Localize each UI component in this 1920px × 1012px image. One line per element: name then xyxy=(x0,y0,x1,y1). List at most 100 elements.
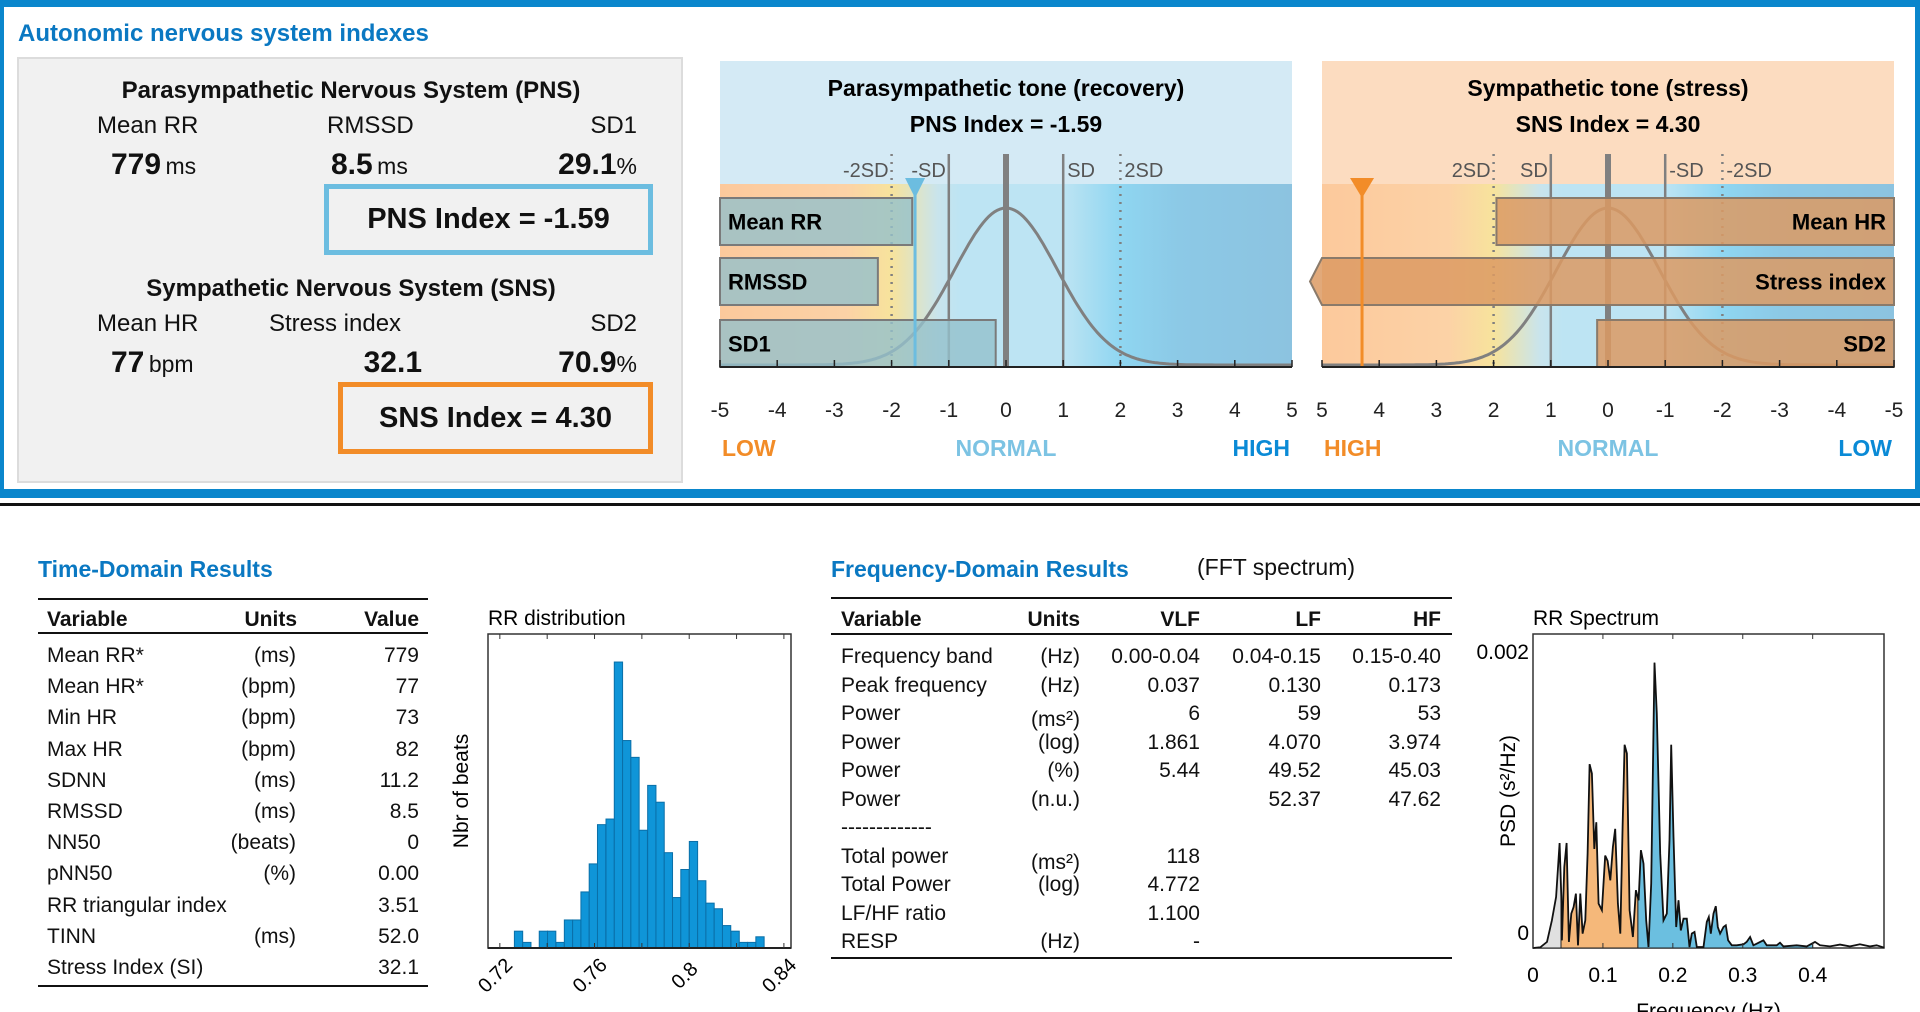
bar-label: SD1 xyxy=(728,332,771,357)
ans-section-title: Autonomic nervous system indexes xyxy=(18,20,429,47)
histogram-bar xyxy=(622,740,632,949)
axis-tick-label: 5 xyxy=(1286,399,1298,422)
axis-tick-label: -2 xyxy=(882,399,901,422)
freq-row-units: (Hz) xyxy=(1040,930,1080,953)
bar-label: RMSSD xyxy=(728,270,807,295)
freq-row-units: (n.u.) xyxy=(1030,787,1080,811)
bar-shape xyxy=(719,257,879,306)
column-header-lf: LF xyxy=(1295,608,1321,631)
section-divider xyxy=(0,503,1920,506)
freq-row-variable: Power xyxy=(841,702,901,725)
freq-row-variable: Power xyxy=(841,759,901,782)
sd-label: -2SD xyxy=(843,160,889,182)
gauge-index-label: SNS Index = 4.30 xyxy=(1516,111,1701,137)
histogram-bar xyxy=(547,930,557,949)
time-row-units: (bpm) xyxy=(241,706,296,730)
gauge-bar-rmssd: RMSSD xyxy=(719,257,879,306)
freq-row-value-vlf: - xyxy=(1193,930,1200,953)
pns-value-mean-rr: 779 ms xyxy=(111,148,197,181)
freq-row-variable: Frequency band xyxy=(841,645,993,668)
histogram-bar xyxy=(655,801,665,949)
x-tick-label: 0.72 xyxy=(474,954,517,997)
sns-index-box: SNS Index = 4.30 xyxy=(338,382,653,454)
freq-row-value-lf: 49.52 xyxy=(1268,759,1321,782)
x-tick-label: 0.84 xyxy=(758,954,801,997)
time-row-variable: Mean HR* xyxy=(47,675,144,699)
histogram-bar xyxy=(721,925,732,949)
axis-tick-label: 2 xyxy=(1115,399,1127,422)
histogram-bar xyxy=(563,919,574,949)
time-row-units: (%) xyxy=(263,862,296,886)
time-row-value: 779 xyxy=(383,644,419,667)
freq-row-value-vlf: 1.861 xyxy=(1147,730,1200,754)
zone-label-low: LOW xyxy=(1838,435,1892,461)
sd-label: -SD xyxy=(1669,160,1703,182)
chart-title: RR Spectrum xyxy=(1533,607,1659,630)
histogram-bar xyxy=(605,818,615,949)
freq-row-variable: RESP xyxy=(841,930,899,953)
gauge-index-label: PNS Index = -1.59 xyxy=(910,111,1102,137)
freq-row-units: (log) xyxy=(1037,730,1080,754)
histogram-bar xyxy=(663,852,674,949)
freq-row-units: (Hz) xyxy=(1040,673,1080,697)
pns-index-box: PNS Index = -1.59 xyxy=(324,184,653,255)
freq-row-units: (Hz) xyxy=(1040,645,1080,668)
table-top-rule xyxy=(831,597,1452,599)
time-row-value: 0.00 xyxy=(378,862,419,886)
axis-tick-label: -1 xyxy=(939,399,958,422)
histogram-bar xyxy=(580,891,590,949)
axis-tick-label: 1 xyxy=(1545,399,1557,422)
column-header-vlf: VLF xyxy=(1160,608,1200,631)
freq-row-value-lf: 0.04-0.15 xyxy=(1232,645,1321,668)
pns-gauge-chart: Parasympathetic tone (recovery) PNS Index… xyxy=(711,61,1298,461)
gauge-bar-mean-hr: Mean HR xyxy=(1495,197,1896,246)
axis-tick-label: 4 xyxy=(1373,399,1385,422)
histogram-bar xyxy=(672,897,682,949)
time-row-variable: Max HR xyxy=(47,737,123,761)
axis-tick-label: -5 xyxy=(1885,399,1904,422)
gauge-bar-mean-rr: Mean RR xyxy=(719,197,914,246)
freq-row-value-lf: 59 xyxy=(1297,702,1321,725)
frame-bottom-bar xyxy=(0,489,1920,498)
index-marker-triangle xyxy=(1350,178,1375,198)
frequency-domain-title: Frequency-Domain Results xyxy=(831,556,1129,582)
freq-row-units: (ms²) xyxy=(1031,850,1080,874)
bar-shape xyxy=(1495,197,1896,246)
axis-tick-label: 0 xyxy=(1000,399,1012,422)
time-row-value: 32.1 xyxy=(378,956,419,979)
histogram-bar xyxy=(688,840,699,949)
table-top-rule xyxy=(38,598,428,600)
time-row-value: 8.5 xyxy=(389,800,419,823)
freq-row-value-vlf: 5.44 xyxy=(1159,759,1200,782)
sd-label: SD xyxy=(1520,160,1548,182)
freq-row-units: (%) xyxy=(1047,759,1080,782)
index-marker-triangle xyxy=(905,178,926,198)
x-tick-label: 0 xyxy=(1527,964,1539,987)
time-domain-title: Time-Domain Results xyxy=(38,556,273,582)
time-row-value: 82 xyxy=(395,737,419,761)
gauge-bar-stress-index: Stress index xyxy=(1308,257,1895,306)
pns-value-sd1: 29.1% xyxy=(558,148,637,181)
time-row-units: (ms) xyxy=(254,768,296,792)
gauge-bar-sd2: SD2 xyxy=(1596,319,1895,368)
axis-tick-label: 0 xyxy=(1602,399,1614,422)
bar-shape xyxy=(1308,257,1895,306)
table-header-rule xyxy=(38,632,428,634)
axis-tick-label: -1 xyxy=(1656,399,1675,422)
freq-row-value-lf: 4.070 xyxy=(1268,730,1321,754)
bar-shape xyxy=(719,319,997,368)
gauge-title: Sympathetic tone (stress) xyxy=(1467,75,1748,101)
sns-value-sd2: 70.9% xyxy=(558,346,637,379)
zone-label-high: HIGH xyxy=(1233,435,1291,461)
sns-label-sd2: SD2 xyxy=(590,310,637,337)
sns-gauge-chart: Sympathetic tone (stress) SNS Index = 4.3… xyxy=(1308,61,1903,461)
freq-row-variable: LF/HF ratio xyxy=(841,901,947,925)
y-axis-label: Nbr of beats xyxy=(450,734,473,848)
time-row-value: 73 xyxy=(395,706,419,730)
freq-row-value-hf: 0.15-0.40 xyxy=(1352,645,1441,668)
gauge-title: Parasympathetic tone (recovery) xyxy=(828,75,1185,101)
histogram-bar xyxy=(572,919,582,949)
freq-row-variable: Power xyxy=(841,730,901,754)
column-header-hf: HF xyxy=(1413,608,1441,631)
freq-row-value-hf: 3.974 xyxy=(1388,730,1441,754)
